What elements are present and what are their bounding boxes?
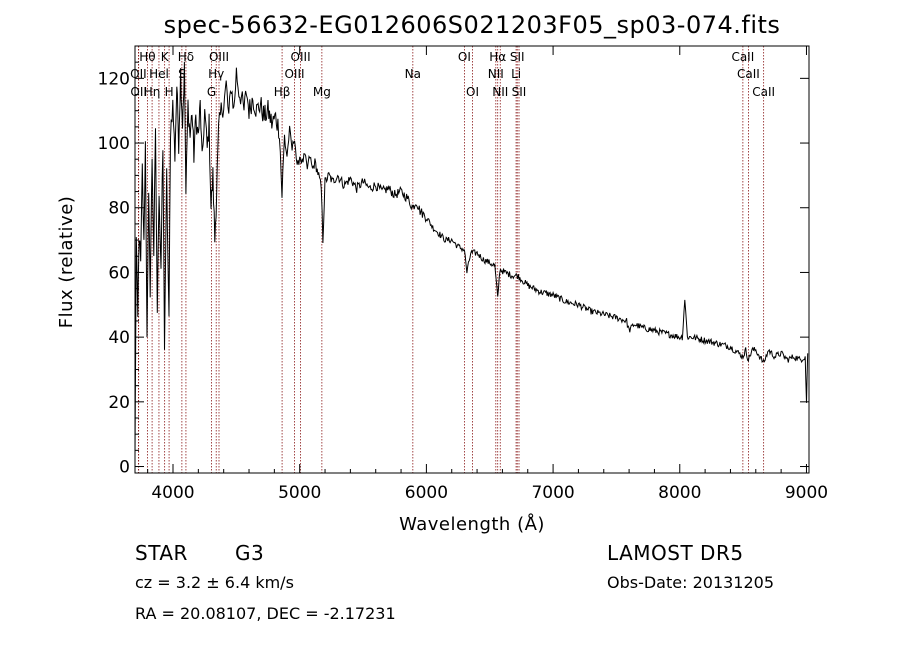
spectral-line-label: OIII — [291, 50, 311, 64]
x-tick-label: 7000 — [531, 483, 574, 503]
y-tick-label: 80 — [108, 199, 130, 219]
spectral-line-label: Hβ — [274, 85, 291, 99]
spectral-line-label: Hη — [144, 85, 161, 99]
x-axis-ticks: 4000 5000 6000 7000 8000 9000 — [147, 46, 828, 503]
x-tick-label: 8000 — [658, 483, 701, 503]
x-tick-label: 9000 — [785, 483, 828, 503]
object-class: STAR — [135, 541, 188, 565]
spectral-line-label: OIII — [284, 67, 304, 81]
spectral-line-label: Li — [511, 67, 521, 81]
x-tick-label: 5000 — [278, 483, 321, 503]
spectral-line-label: Hel — [149, 67, 169, 81]
spectrum-line — [134, 61, 809, 457]
spectral-line-markers — [138, 46, 765, 473]
spectral-line-label: H — [165, 85, 174, 99]
spectral-line-label: CaII — [731, 50, 754, 64]
x-tick-label: 6000 — [405, 483, 448, 503]
spectral-line-label: Na — [405, 67, 421, 81]
redshift-velocity: cz = 3.2 ± 6.4 km/s — [135, 573, 294, 592]
spectral-line-label: Hδ — [178, 50, 194, 64]
spectral-line-label: OI — [458, 50, 471, 64]
spectral-line-label: K — [161, 50, 170, 64]
spectral-line-label: SII — [510, 50, 525, 64]
y-tick-label: 60 — [108, 263, 130, 283]
object-subclass: G3 — [235, 541, 265, 565]
spectral-line-label: Hθ — [139, 50, 155, 64]
observation-date: Obs-Date: 20131205 — [607, 573, 775, 592]
spectral-line-label: OIII — [209, 50, 229, 64]
spectral-line-label: CaII — [737, 67, 760, 81]
y-tick-label: 100 — [98, 134, 130, 154]
survey-name: LAMOST DR5 — [607, 541, 744, 565]
spectral-line-label: Mg — [313, 85, 331, 99]
y-tick-label: 0 — [119, 458, 130, 478]
spectral-line-label: OII — [130, 67, 147, 81]
spectral-line-label: Hα — [489, 50, 506, 64]
chart-title: spec-56632-EG012606S021203F05_sp03-074.f… — [164, 11, 781, 39]
spectral-line-label: NII — [488, 67, 504, 81]
spectral-line-label: CaII — [752, 85, 775, 99]
spectral-line-label: SII — [512, 85, 527, 99]
plot-frame — [134, 45, 810, 474]
spectral-line-label: Hγ — [208, 67, 224, 81]
spectral-line-label: G — [207, 85, 216, 99]
spectral-line-label: NII — [492, 85, 508, 99]
spectral-line-label: OI — [466, 85, 479, 99]
y-axis-label: Flux (relative) — [56, 196, 77, 329]
y-tick-label: 120 — [98, 69, 130, 89]
spectral-line-label: S — [178, 67, 186, 81]
x-axis-label: Wavelength (Å) — [399, 513, 545, 535]
x-tick-label: 4000 — [151, 483, 194, 503]
y-tick-label: 20 — [108, 393, 130, 413]
y-tick-label: 40 — [108, 328, 130, 348]
y-axis-ticks: 0 20 40 60 80 100 120 — [98, 45, 809, 478]
coordinates: RA = 20.08107, DEC = -2.17231 — [135, 604, 396, 623]
